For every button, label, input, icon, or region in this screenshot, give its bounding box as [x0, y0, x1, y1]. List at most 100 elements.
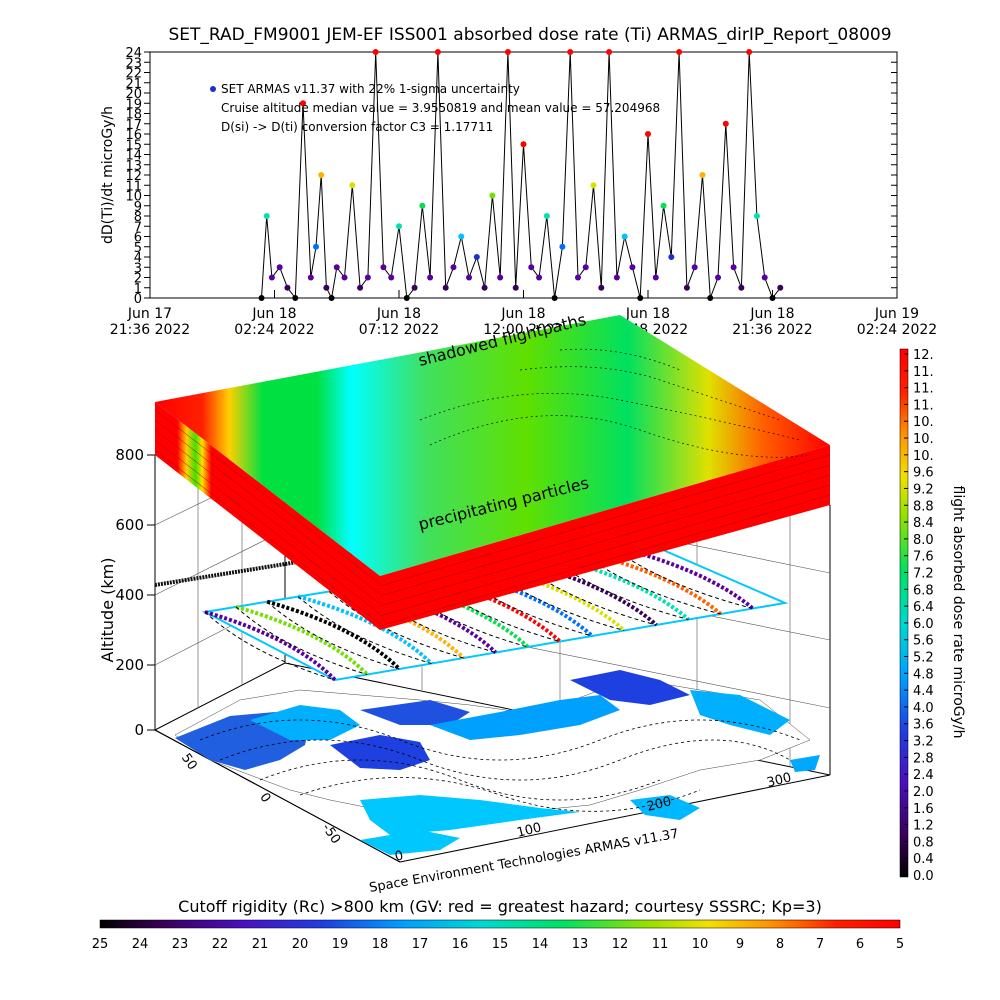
flightpath-track-shadow: [235, 606, 368, 675]
series-point: [380, 264, 387, 271]
dose-colorbar-tick-label: 8.8: [913, 499, 934, 514]
x-tick-label-time: 02:24 2022: [857, 322, 937, 338]
series-point: [372, 49, 379, 55]
y-tick-label: 11: [125, 179, 142, 194]
series-point: [292, 295, 299, 301]
rigidity-colorbar-tick-label: 5: [896, 937, 904, 952]
latitude-tick-label: 0: [256, 790, 273, 805]
series-point: [567, 49, 574, 55]
dose-colorbar-tick-label: 6.8: [913, 583, 934, 598]
x-tick-label-time: 21:36 2022: [732, 322, 812, 338]
x-tick-label-day: Jun 18: [500, 306, 545, 322]
series-point: [559, 243, 566, 250]
flightpath-track-shadow: [297, 596, 432, 664]
flightpath-track: [266, 599, 401, 671]
x-tick-label-time: 02:24 2022: [234, 322, 314, 338]
series-point: [645, 131, 651, 137]
y-tick-label: 21: [125, 77, 142, 92]
dose-colorbar-tick-label: 7.6: [913, 550, 934, 565]
series-point: [473, 254, 480, 260]
flightpath-track-shadow: [204, 611, 336, 681]
series-point: [769, 295, 776, 301]
series-point: [357, 284, 364, 291]
y-tick-label: 10: [125, 190, 142, 205]
dose-colorbar-tick-label: 8.0: [913, 533, 934, 548]
altitude-axis: 0 200 400 600 800: [115, 446, 155, 739]
timeseries-panel: SET_RAD_FM9001 JEM-EF ISS001 absorbed do…: [100, 25, 937, 338]
rigidity-colorbar-label: Cutoff rigidity (Rc) >800 km (GV: red = …: [178, 897, 822, 916]
series-point: [683, 284, 690, 291]
flightpath-track-shadow: [266, 601, 400, 670]
annotation-1: SET ARMAS v11.37 with 22% 1-sigma uncert…: [221, 82, 520, 96]
series-point: [328, 295, 335, 301]
rigidity-colorbar-tick-label: 17: [412, 937, 429, 952]
dose-colorbar-tick-label: 11.: [913, 398, 934, 413]
series-point: [512, 284, 519, 291]
dose-colorbar-tick-label: 4.0: [913, 701, 934, 716]
series-point: [574, 274, 581, 281]
y-tick-label: 18: [125, 108, 142, 123]
series-point: [284, 284, 291, 291]
series-point: [652, 274, 659, 281]
series-point: [738, 284, 745, 291]
longitude-tick-label: 200: [645, 794, 673, 815]
dose-colorbar-tick-label: 2.4: [913, 768, 934, 783]
dose-colorbar: 12.11.11.11.10.10.10.9.69.28.88.48.07.67…: [899, 348, 966, 884]
dose-colorbar-tick-label: 1.6: [913, 802, 934, 817]
rigidity-slab: shadowed flightpaths precipitating parti…: [154, 310, 831, 630]
annotations: SET ARMAS v11.37 with 22% 1-sigma uncert…: [210, 82, 660, 134]
altitude-axis-label: Altitude (km): [98, 558, 117, 663]
series-point: [676, 49, 683, 55]
dose-colorbar-gradient: [899, 348, 909, 878]
x-tick-label-day: Jun 18: [251, 306, 296, 322]
rigidity-colorbar-tick-label: 21: [252, 937, 269, 952]
dose-colorbar-tick-label: 3.6: [913, 718, 934, 733]
altitude-tick-label: 600: [115, 516, 144, 534]
rigidity-colorbar-tick-label: 18: [372, 937, 389, 952]
x-tick-label-time: 07:12 2022: [359, 322, 439, 338]
series-point: [411, 284, 418, 291]
rigidity-colorbar-tick-label: 9: [736, 937, 744, 952]
rigidity-colorbar: Cutoff rigidity (Rc) >800 km (GV: red = …: [92, 897, 904, 952]
series-point: [699, 172, 706, 178]
dose-colorbar-tick-label: 7.2: [913, 566, 934, 581]
series-point: [621, 233, 628, 240]
rigidity-colorbar-tick-label: 13: [572, 937, 589, 952]
series-point: [450, 264, 457, 271]
legend-dot: [210, 86, 216, 92]
longitude-tick-label: 100: [515, 820, 543, 841]
chart-title: SET_RAD_FM9001 JEM-EF ISS001 absorbed do…: [168, 25, 891, 45]
dose-colorbar-tick-label: 10.: [913, 415, 934, 430]
dose-colorbar-tick-label: 5.6: [913, 634, 934, 649]
dose-colorbar-tick-label: 3.2: [913, 735, 934, 750]
rigidity-colorbar-tick-label: 10: [692, 937, 709, 952]
series-point: [300, 100, 307, 107]
series-point: [333, 264, 340, 271]
y-tick-label: 15: [125, 138, 142, 153]
series-point: [582, 264, 589, 271]
altitude-tick-label: 0: [134, 721, 144, 739]
series-point: [313, 243, 319, 250]
dose-colorbar-tick-label: 2.8: [913, 751, 934, 766]
dose-colorbar-label: flight absorbed dose rate microGy/h: [950, 486, 966, 739]
3d-panel: shadowed flightpaths precipitating parti…: [98, 310, 831, 896]
y-tick-label: 0: [134, 292, 142, 307]
dose-colorbar-tick-label: 0.0: [913, 869, 934, 884]
series-point: [276, 264, 283, 271]
x-tick-label-day: Jun 18: [749, 306, 794, 322]
flightpath-track-shadow: [328, 591, 464, 659]
latitude-tick-label: 50: [178, 751, 200, 773]
dose-colorbar-tick-label: 9.2: [913, 482, 934, 497]
dose-rate-series: [258, 49, 784, 301]
longitude-tick-label: 300: [765, 770, 793, 791]
flightpath-track: [235, 604, 369, 676]
series-point: [427, 274, 434, 281]
rigidity-colorbar-tick-label: 22: [212, 937, 229, 952]
altitude-tick-label: 400: [115, 586, 144, 604]
y-tick-label: 12: [125, 169, 142, 184]
series-point: [419, 202, 426, 209]
rigidity-colorbar-tick-label: 25: [92, 937, 109, 952]
longitude-tick-label: 0: [393, 848, 405, 865]
latitude-tick-label: -50: [319, 821, 343, 847]
